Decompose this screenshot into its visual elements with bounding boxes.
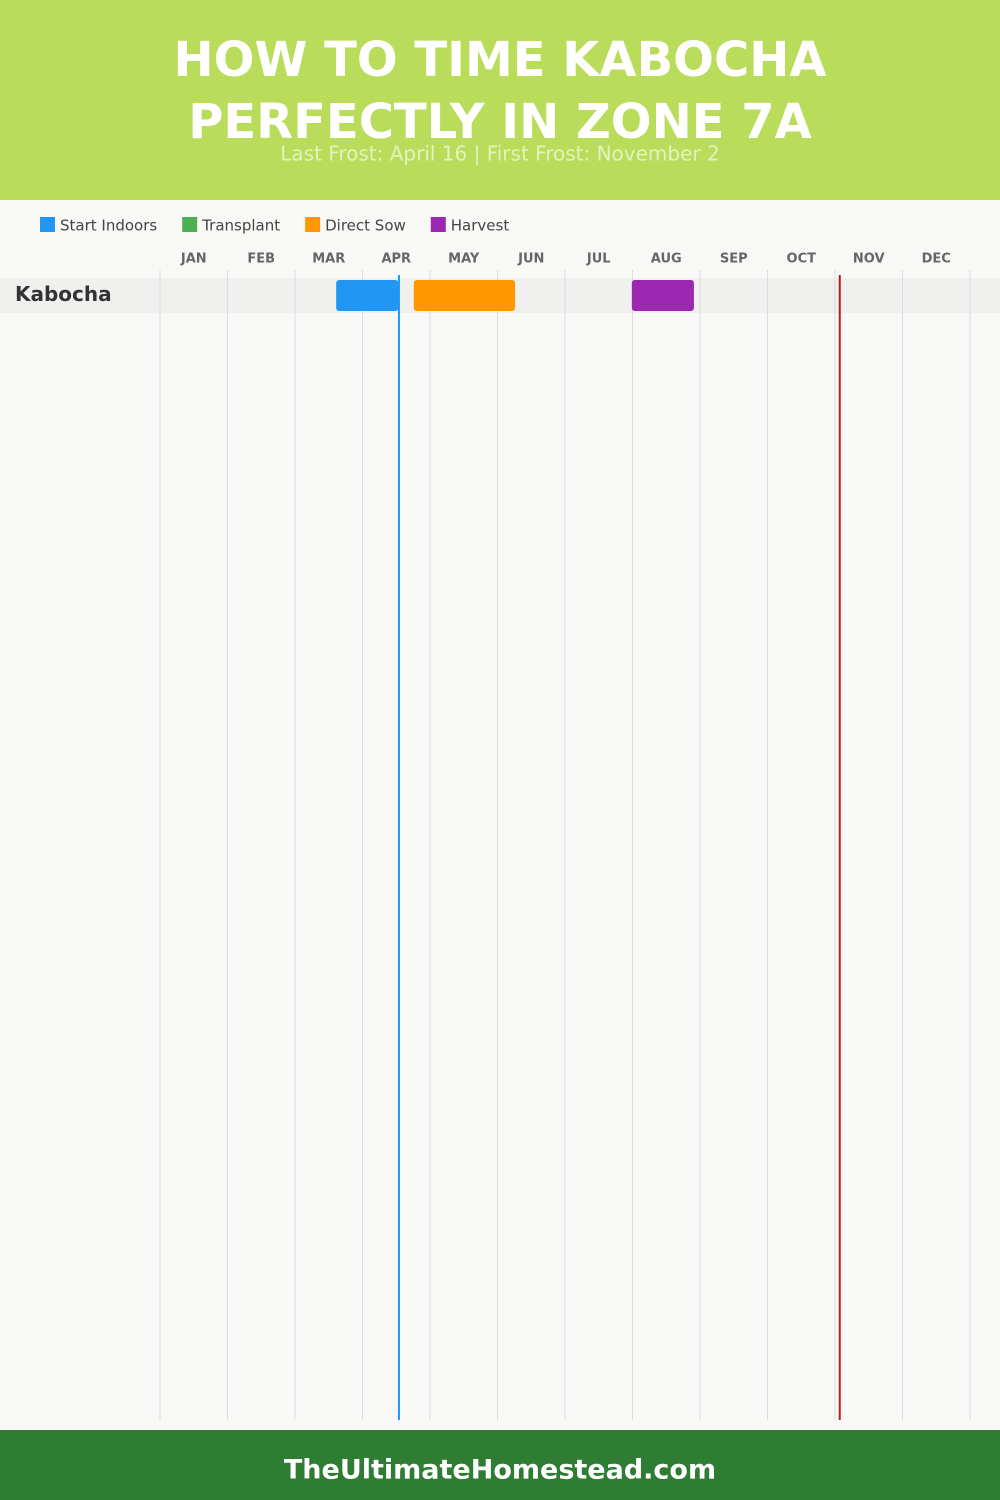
x-tick-label: AUG — [651, 252, 682, 267]
chart-title: HOW TO TIME KABOCHA PERFECTLY IN ZONE 7A — [173, 32, 826, 150]
footer-bg — [0, 1430, 1000, 1500]
legend-label: Harvest — [451, 217, 510, 235]
chart-subtitle: Last Frost: April 16 | First Frost: Nove… — [280, 142, 719, 166]
x-tick-label: NOV — [853, 252, 885, 267]
x-tick-label: JUN — [517, 252, 544, 267]
x-tick-label: OCT — [787, 252, 817, 267]
x-tick-label: APR — [381, 252, 411, 267]
x-tick-label: MAR — [312, 252, 345, 267]
legend-swatch — [40, 217, 55, 232]
x-tick-label: MAY — [448, 252, 480, 267]
x-tick-label: JUL — [586, 252, 611, 267]
legend-swatch — [305, 217, 321, 232]
header-bg — [0, 0, 1000, 200]
x-tick-label: JAN — [180, 252, 207, 267]
row-label: Kabocha — [15, 282, 112, 306]
x-tick-label: DEC — [922, 252, 951, 267]
task-bar — [413, 280, 516, 311]
legend-label: Direct Sow — [325, 217, 406, 235]
task-bar — [631, 280, 694, 311]
legend-swatch — [182, 217, 198, 232]
chart-bg — [0, 200, 1000, 1430]
x-tick-label: FEB — [247, 252, 275, 267]
footer-text: TheUltimateHomestead.com — [284, 1455, 716, 1486]
legend-swatch — [430, 217, 446, 232]
task-bar — [336, 280, 399, 311]
x-tick-label: SEP — [720, 252, 748, 267]
legend-label: Transplant — [201, 217, 280, 235]
legend-label: Start Indoors — [60, 217, 157, 235]
